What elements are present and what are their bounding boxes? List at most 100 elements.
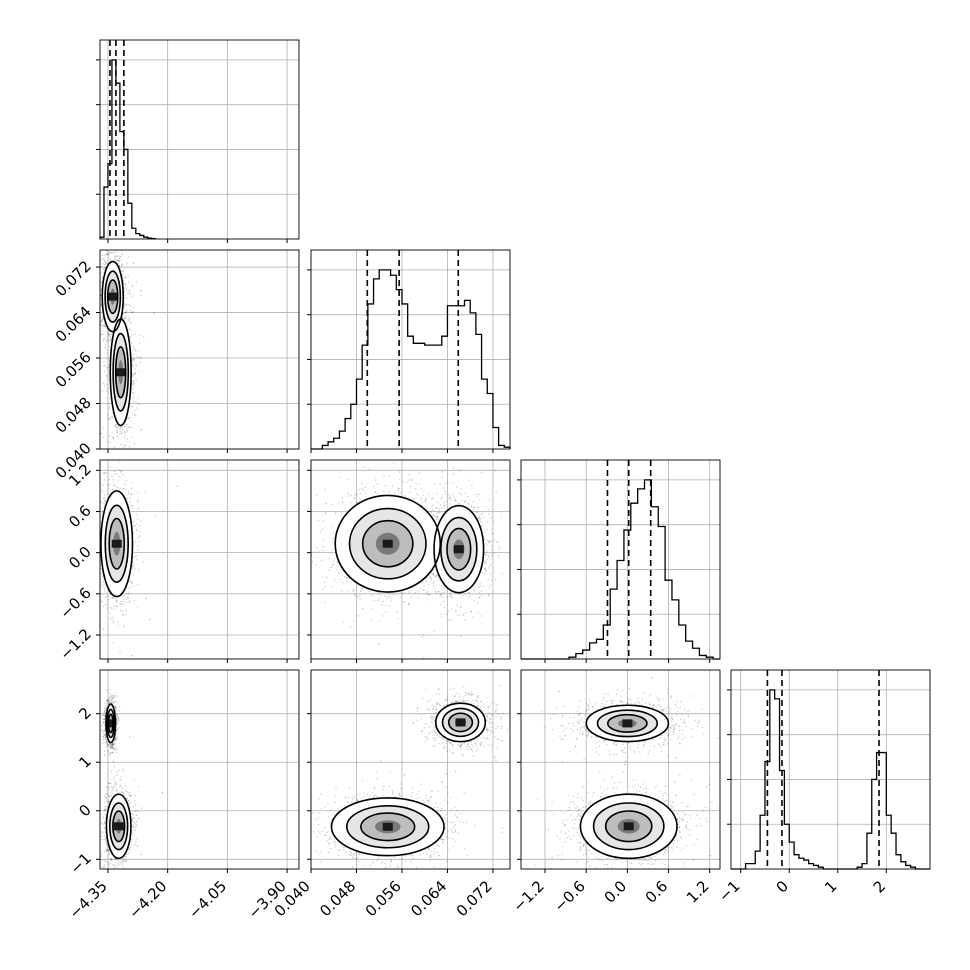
sample-point: [112, 248, 113, 249]
sample-point: [106, 340, 109, 343]
sample-point: [346, 581, 348, 583]
sample-point: [140, 289, 142, 292]
sample-point: [322, 549, 324, 552]
sample-point: [135, 541, 137, 543]
sample-point: [402, 481, 404, 483]
sample-point: [132, 556, 135, 558]
sample-point: [127, 292, 129, 295]
sample-point: [432, 504, 434, 506]
sample-point: [100, 600, 102, 602]
sample-point: [426, 599, 428, 601]
contour-line: [112, 332, 130, 412]
sample-point: [107, 418, 110, 420]
histogram-step: [311, 269, 511, 450]
sample-point: [108, 406, 111, 408]
sample-point: [100, 581, 103, 584]
sample-point: [418, 472, 420, 474]
sample-point: [338, 502, 340, 504]
sample-point: [98, 609, 99, 610]
sample-point: [131, 383, 133, 385]
sample-point: [112, 597, 114, 599]
sample-point: [116, 453, 117, 454]
sample-point: [127, 593, 130, 595]
sample-point: [132, 346, 134, 349]
sample-point: [103, 590, 106, 592]
sample-point: [425, 497, 427, 500]
sample-point: [370, 619, 372, 622]
sample-point: [400, 597, 402, 599]
sample-point: [336, 569, 338, 571]
sample-point: [94, 484, 95, 485]
sample-point: [117, 465, 118, 466]
sample-point: [101, 390, 104, 392]
sample-point: [398, 488, 400, 490]
sample-point: [297, 567, 298, 568]
sample-point: [354, 497, 356, 499]
sample-point: [124, 312, 126, 314]
sample-point: [116, 260, 118, 262]
y-tick-label: 0.056: [52, 348, 95, 391]
sample-point: [123, 317, 125, 320]
sample-point: [381, 604, 383, 606]
sample-point: [125, 421, 127, 423]
sample-point: [100, 271, 102, 274]
sample-point: [434, 590, 437, 593]
sample-point: [125, 318, 127, 320]
sample-point: [126, 309, 128, 311]
sample-point: [100, 303, 102, 305]
sample-point: [122, 270, 124, 272]
sample-point: [107, 338, 109, 340]
sample-point: [115, 426, 118, 429]
sample-point: [335, 511, 337, 514]
sample-point: [113, 596, 115, 599]
y-tick-label: 0.048: [52, 394, 95, 437]
sample-point: [133, 392, 135, 394]
density-panel: −1.2−0.60.00.61.2: [56, 459, 300, 664]
sample-point: [100, 568, 102, 570]
sample-point: [138, 569, 140, 571]
sample-point: [100, 320, 103, 322]
sample-point: [97, 591, 98, 592]
sample-point: [116, 259, 118, 262]
sample-point: [423, 490, 425, 492]
sample-point: [106, 228, 107, 229]
sample-point: [132, 507, 134, 509]
sample-point: [122, 595, 125, 597]
sample-point: [106, 367, 108, 369]
sample-point: [133, 563, 135, 566]
sample-point: [101, 263, 104, 265]
sample-point: [102, 334, 104, 336]
sample-point: [123, 488, 125, 490]
sample-point: [114, 257, 116, 259]
sample-point: [118, 265, 121, 267]
sample-point: [131, 567, 133, 569]
sample-point: [384, 595, 386, 598]
sample-point: [111, 619, 113, 621]
sample-point: [101, 315, 103, 317]
sample-point: [357, 595, 359, 598]
sample-point: [376, 483, 379, 485]
sample-point: [134, 373, 136, 375]
sample-point: [133, 396, 135, 398]
sample-point: [126, 262, 128, 264]
sample-point: [122, 274, 124, 277]
sample-point: [116, 431, 118, 433]
sample-point: [108, 363, 110, 366]
sample-point: [103, 338, 105, 341]
sample-point: [124, 437, 126, 439]
sample-point: [105, 262, 108, 264]
sample-point: [110, 334, 112, 336]
sample-point: [119, 255, 122, 258]
sample-point: [100, 501, 103, 504]
sample-point: [124, 283, 127, 285]
sample-point: [415, 487, 417, 490]
sample-point: [128, 580, 131, 582]
sample-point: [134, 372, 137, 374]
sample-point: [436, 516, 439, 518]
sample-point: [113, 481, 115, 483]
sample-point: [118, 265, 121, 268]
sample-point: [132, 574, 135, 576]
sample-point: [135, 364, 138, 366]
sample-point: [398, 489, 400, 492]
sample-point: [128, 601, 130, 603]
